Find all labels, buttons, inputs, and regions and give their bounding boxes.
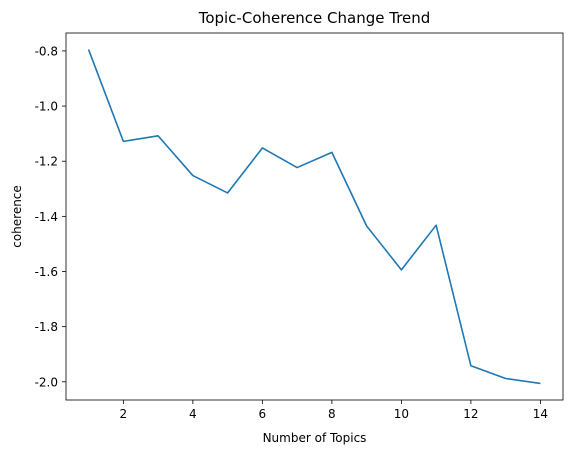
- x-tick-label: 6: [259, 407, 267, 421]
- x-tick-label: 4: [189, 407, 197, 421]
- y-tick-label: -1.8: [35, 320, 58, 334]
- x-axis-ticks: 2 4 6 8 10 12 14: [120, 400, 549, 421]
- y-axis-label: coherence: [10, 185, 24, 248]
- y-tick-label: -1.6: [35, 265, 58, 279]
- y-tick-label: -0.8: [35, 44, 58, 58]
- y-axis-ticks: -0.8 -1.0 -1.2 -1.4 -1.6 -1.8 -2.0: [35, 44, 66, 389]
- y-tick-label: -1.2: [35, 155, 58, 169]
- x-tick-label: 10: [394, 407, 409, 421]
- x-tick-label: 14: [533, 407, 548, 421]
- y-tick-label: -2.0: [35, 375, 58, 389]
- y-tick-label: -1.4: [35, 210, 58, 224]
- x-axis-label: Number of Topics: [263, 431, 367, 445]
- y-tick-label: -1.0: [35, 100, 58, 114]
- plot-area: [66, 33, 563, 400]
- x-tick-label: 2: [120, 407, 128, 421]
- chart-title: Topic-Coherence Change Trend: [198, 9, 431, 27]
- x-tick-label: 12: [463, 407, 478, 421]
- x-tick-label: 8: [328, 407, 336, 421]
